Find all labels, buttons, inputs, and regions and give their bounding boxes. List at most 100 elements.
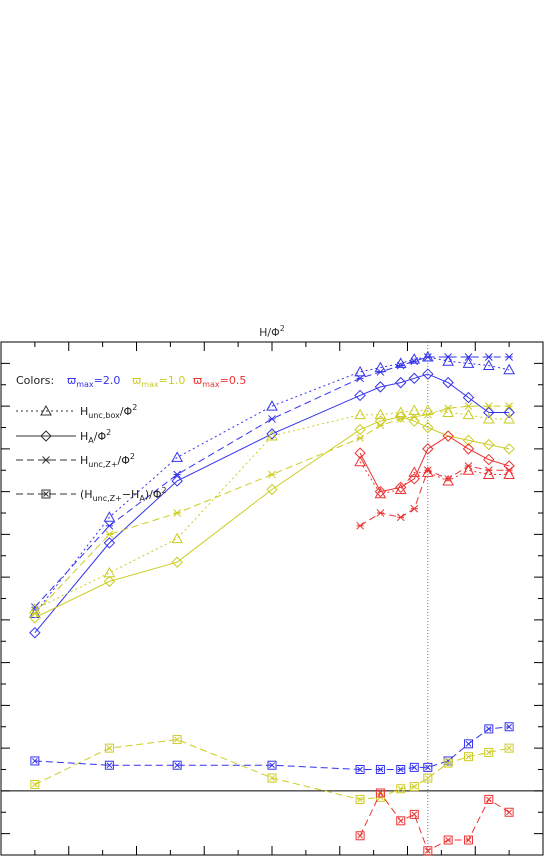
data-point-diamond: [374, 381, 387, 393]
data-point-triangle: [408, 466, 421, 477]
data-point-square: [409, 782, 419, 792]
series-6: [29, 411, 515, 624]
legend-triangle-marker: [40, 404, 52, 416]
data-point-square: [375, 765, 385, 774]
data-point-triangle: [462, 357, 475, 368]
data-point-square: [375, 788, 385, 798]
data-point-asterisk: [105, 521, 114, 530]
data-point-square: [172, 735, 182, 745]
series-line: [34, 356, 510, 608]
data-point-diamond: [483, 406, 495, 419]
title-text: H/Φ: [259, 326, 280, 339]
data-point-square: [267, 760, 277, 770]
data-point-diamond: [395, 376, 407, 389]
data-point-asterisk: [484, 466, 493, 475]
data-point-square: [463, 752, 473, 762]
data-point-diamond: [374, 415, 387, 427]
data-point-diamond: [266, 483, 278, 496]
legend-entry-a: HA/Φ2: [16, 428, 111, 445]
data-point-diamond: [503, 460, 515, 472]
data-point-asterisk: [464, 402, 473, 410]
series-line: [359, 435, 510, 493]
data-point-diamond: [462, 443, 475, 455]
data-point-asterisk: [268, 415, 276, 423]
data-point-square: [30, 779, 40, 789]
data-point-asterisk: [376, 509, 385, 517]
data-point-asterisk: [484, 353, 493, 361]
legend-entry-zp: Hunc,Z+/Φ2: [16, 452, 135, 469]
data-point-asterisk: [396, 361, 405, 370]
data-point-diamond: [483, 453, 495, 466]
data-point-asterisk: [444, 353, 453, 361]
data-point-asterisk: [464, 462, 473, 470]
data-point-asterisk: [444, 474, 453, 483]
data-point-triangle: [503, 468, 515, 480]
data-point-asterisk: [268, 470, 276, 479]
series-legend: Hunc,box/Φ2 HA/Φ2 Hunc,Z+/Φ2 (Hunc,Z+−HA…: [16, 403, 167, 503]
legend-entry-box: Hunc,box/Φ2: [16, 403, 137, 420]
data-point-asterisk: [423, 353, 432, 361]
data-point-triangle: [482, 412, 495, 424]
data-point-square: [423, 762, 433, 772]
plot-title: H/Φ2: [259, 324, 285, 339]
data-point-triangle: [171, 451, 183, 462]
series-12: [355, 788, 514, 856]
data-point-asterisk: [505, 466, 513, 475]
series-4: [30, 722, 514, 774]
data-point-triangle: [503, 412, 515, 424]
legend-marker: [41, 489, 51, 499]
data-point-diamond: [103, 537, 116, 549]
data-point-diamond: [408, 372, 420, 385]
data-point-diamond: [395, 481, 407, 494]
data-point-square: [355, 765, 365, 774]
series-11: [356, 462, 513, 530]
data-point-triangle: [442, 406, 454, 418]
data-point-asterisk: [464, 353, 473, 361]
data-point-square: [443, 758, 453, 768]
legend-entry-diff: (Hunc,Z+−HA)/Φ2: [16, 486, 167, 503]
data-point-diamond: [483, 438, 495, 451]
colors-legend-item-yellow: ϖmax=1.0: [132, 374, 185, 389]
data-point-diamond: [462, 434, 475, 447]
series-8: [30, 735, 514, 804]
series-2: [29, 368, 515, 639]
data-point-diamond: [266, 428, 278, 440]
data-point-asterisk: [105, 530, 114, 539]
data-point-triangle: [103, 511, 116, 522]
data-point-triangle: [421, 404, 434, 415]
data-point-asterisk: [505, 353, 513, 361]
data-point-triangle: [394, 483, 407, 494]
data-point-square: [104, 760, 114, 770]
data-point-square: [504, 807, 514, 817]
data-point-diamond: [422, 368, 434, 380]
svg-text:H/Φ2: H/Φ2: [259, 324, 285, 339]
series-layer: [29, 350, 515, 856]
data-point-diamond: [171, 556, 183, 568]
legend-label-box: Hunc,box/Φ2: [80, 403, 137, 420]
data-point-asterisk: [376, 368, 385, 376]
data-point-square: [443, 835, 453, 845]
legend-marker: [40, 404, 52, 416]
data-point-square: [104, 743, 114, 753]
series-line: [34, 356, 510, 614]
data-point-square: [355, 794, 365, 804]
data-point-square: [409, 762, 419, 772]
colors-legend-item-blue: ϖmax=2.0: [67, 374, 120, 389]
data-point-asterisk: [423, 410, 432, 419]
data-point-triangle: [266, 430, 278, 441]
data-point-diamond: [354, 447, 366, 459]
data-point-diamond: [171, 475, 183, 487]
data-point-triangle: [503, 363, 515, 375]
data-point-triangle: [442, 474, 454, 486]
data-point-square: [396, 765, 406, 774]
data-point-triangle: [103, 566, 116, 578]
series-10: [354, 430, 515, 498]
data-point-triangle: [266, 400, 278, 411]
data-point-diamond: [395, 411, 407, 423]
legend-marker: [40, 430, 52, 442]
data-point-asterisk: [356, 374, 364, 383]
data-point-triangle: [442, 355, 454, 366]
data-point-asterisk: [505, 402, 513, 410]
series-3: [31, 353, 513, 611]
data-point-diamond: [374, 485, 387, 498]
